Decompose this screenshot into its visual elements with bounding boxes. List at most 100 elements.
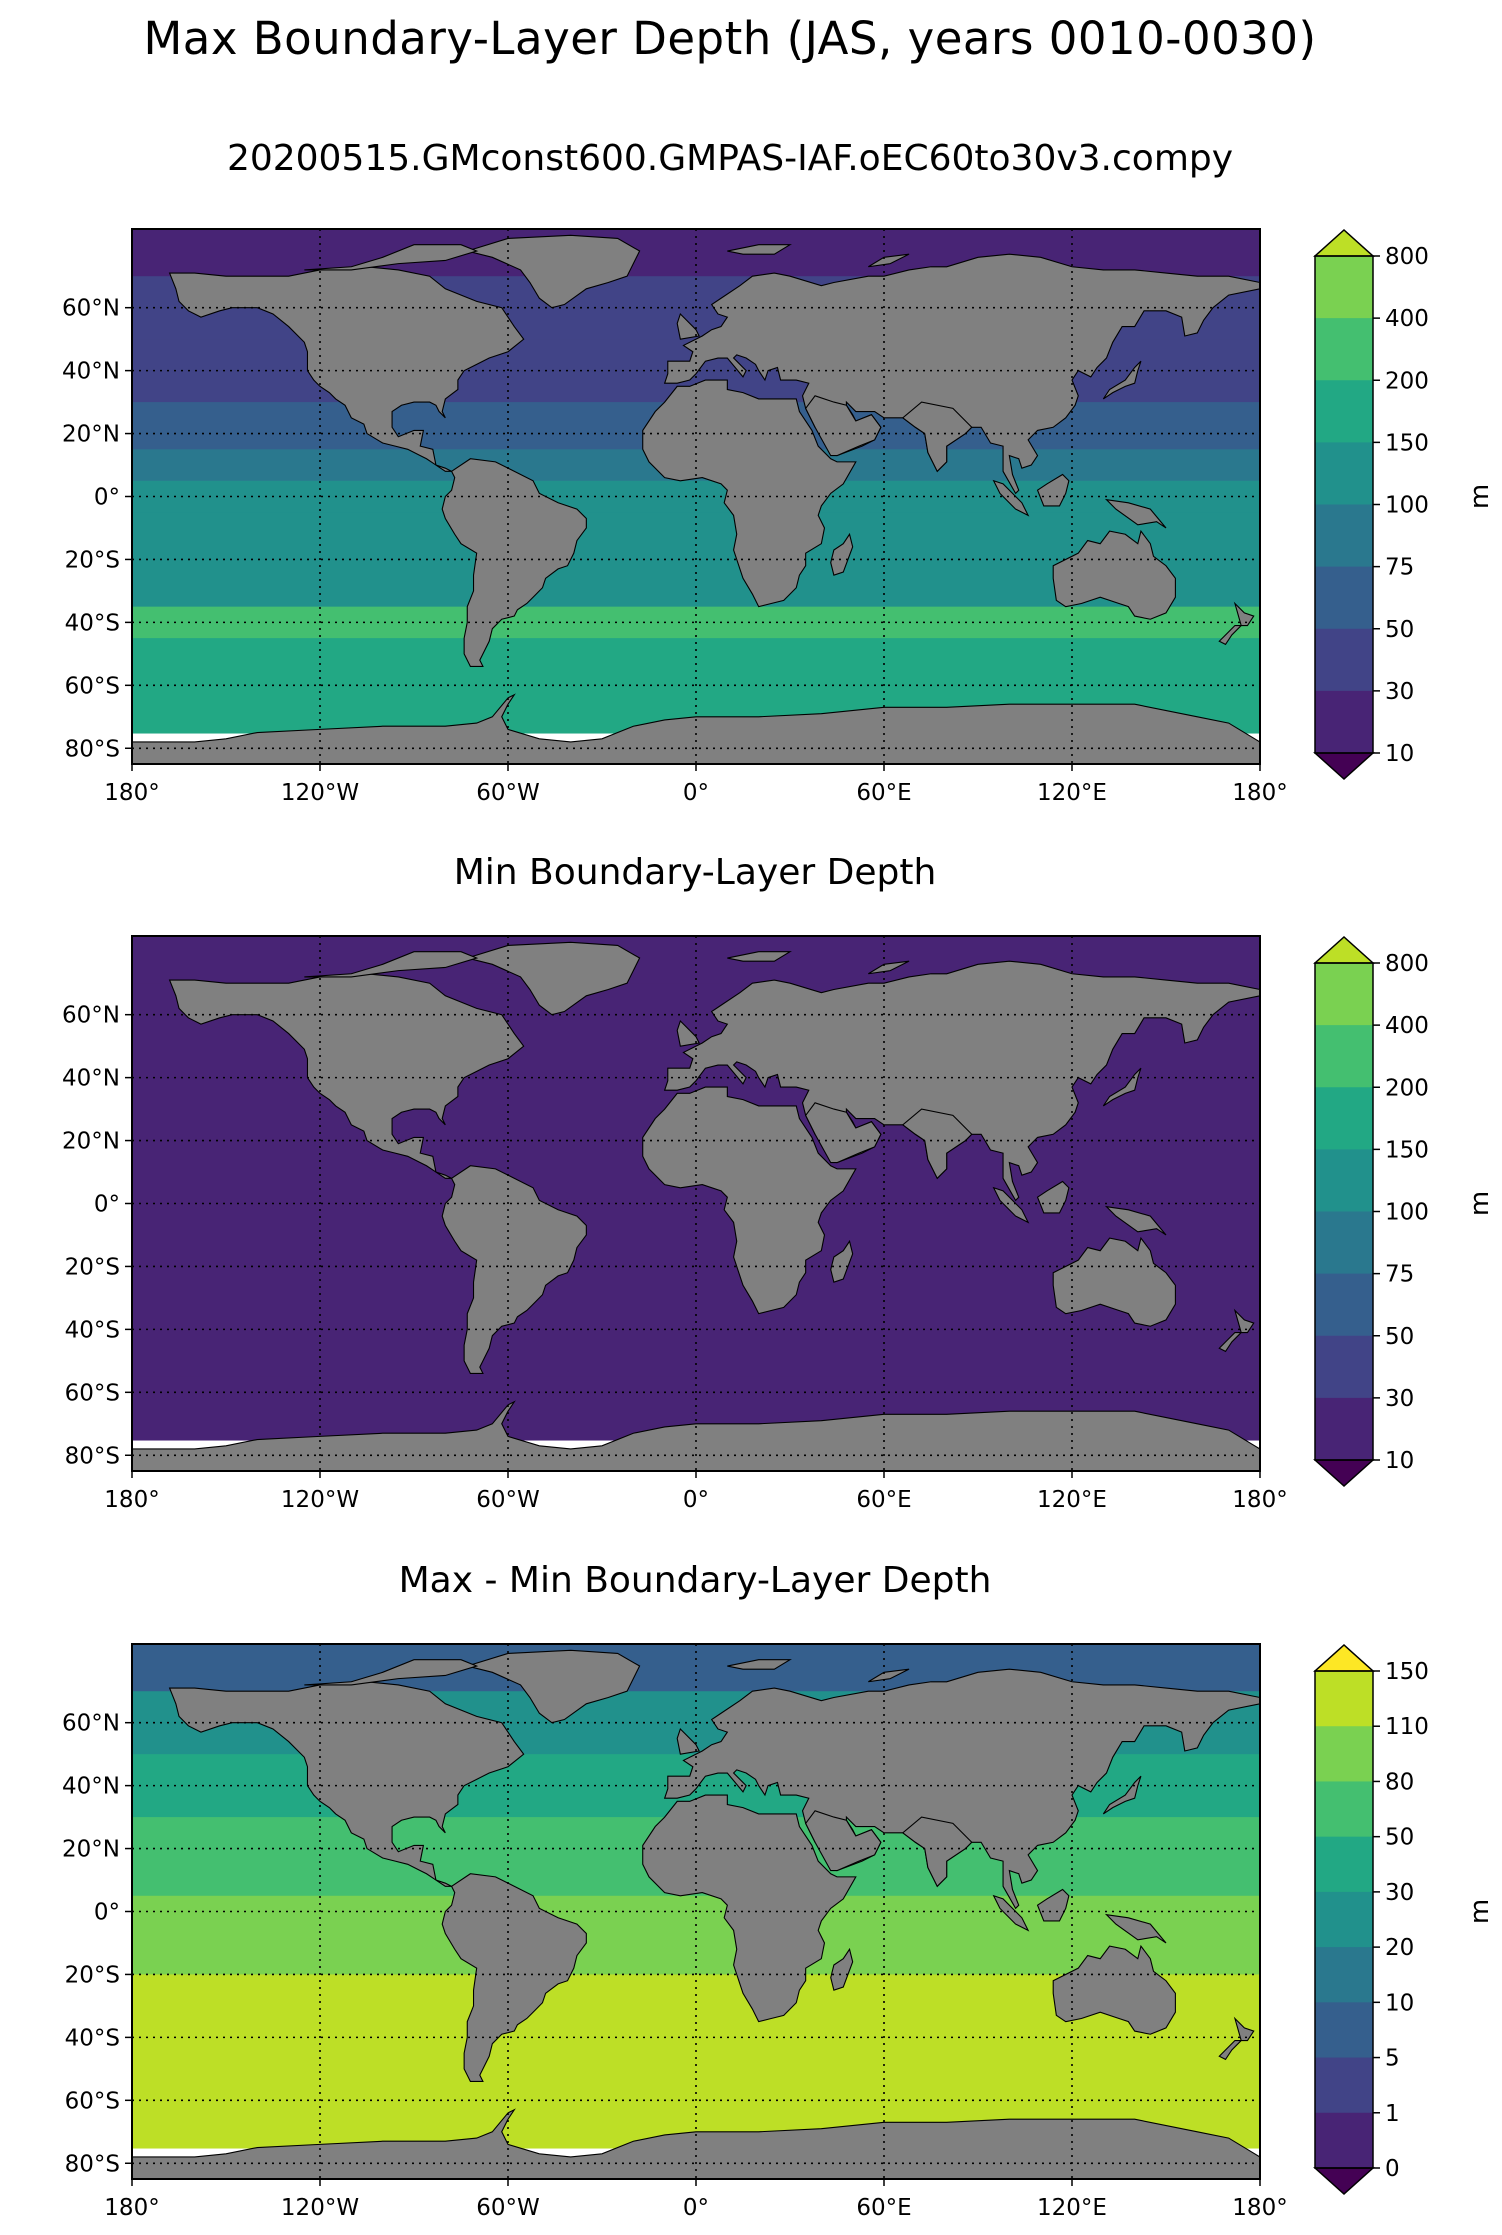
y-tick-label: 80°S (65, 2151, 120, 2177)
y-tick-label: 40°N (62, 1066, 120, 1092)
panel-title-min: Min Boundary-Layer Depth (453, 852, 937, 893)
colorbar-segment (1315, 442, 1373, 505)
colorbar-segment (1315, 318, 1373, 381)
colorbar-segment (1315, 1836, 1373, 1893)
y-tick-label: 20°S (65, 1254, 120, 1280)
colorbar-segment (1315, 1891, 1373, 1948)
y-tick-label: 40°S (65, 1317, 120, 1343)
colorbar-tick-label: 800 (1385, 951, 1429, 977)
colorbar-tick-label: 10 (1385, 1990, 1414, 2016)
colorbar-tick-label: 75 (1385, 1262, 1414, 1288)
colorbar-segment (1315, 1947, 1373, 2003)
colorbar-segment (1315, 1671, 1373, 1727)
x-tick-label: 180° (1232, 2195, 1287, 2221)
y-tick-label: 60°N (62, 1003, 120, 1029)
colorbar-tick-label: 10 (1385, 741, 1414, 767)
panel-title-diff: Max - Min Boundary-Layer Depth (398, 1560, 992, 1601)
x-tick-label: 120°E (1037, 1487, 1107, 1513)
colorbar-segment (1315, 963, 1373, 1026)
colorbar-extend-min (1313, 2167, 1375, 2196)
y-tick-label: 40°S (65, 2025, 120, 2051)
y-tick-label: 60°S (65, 673, 120, 699)
colorbar-tick-label: 800 (1385, 244, 1429, 270)
colorbar-tick-label: 100 (1385, 493, 1429, 519)
colorbar-segment (1315, 504, 1373, 568)
x-tick-label: 120°E (1037, 780, 1107, 806)
x-tick-label: 60°E (856, 1487, 911, 1513)
x-tick-label: 120°W (281, 2195, 359, 2221)
colorbar-segment (1315, 566, 1373, 630)
x-tick-label: 120°W (281, 780, 359, 806)
x-tick-label: 180° (104, 2195, 159, 2221)
y-tick-label: 0° (94, 1192, 120, 1218)
colorbar-segment (1315, 1726, 1373, 1782)
colorbar-segment (1315, 1273, 1373, 1337)
colorbar-tick-label: 50 (1385, 1324, 1414, 1350)
colorbar-extend-max (1313, 228, 1375, 257)
colorbar-segment (1315, 1025, 1373, 1088)
colorbar-segment (1315, 1087, 1373, 1150)
map-panel-min: 180° 120°W 60°W 0° 60°E 120°E 180° 60°N 40°N 20°N… (62, 935, 1495, 1513)
x-tick-label: 120°W (281, 1487, 359, 1513)
x-tick-label: 0° (683, 1487, 709, 1513)
y-tick-label: 20°S (65, 1962, 120, 1988)
colorbar-tick-label: 400 (1385, 306, 1429, 332)
colorbar-tick-label: 400 (1385, 1013, 1429, 1039)
map-panel-max: 180° 120°W 60°W 0° 60°E 120°E 180° 60°N 40°N 20°N… (62, 228, 1495, 806)
colorbar-tick-label: 50 (1385, 617, 1414, 643)
colorbar-segment (1315, 2057, 1373, 2114)
colorbar-segment (1315, 256, 1373, 319)
colorbar-tick-label: 200 (1385, 1075, 1429, 1101)
colorbar-extend-max (1313, 1643, 1375, 1672)
y-tick-label: 40°N (62, 359, 120, 385)
colorbar-tick-label: 5 (1385, 2046, 1400, 2072)
colorbar-extend-min (1313, 1459, 1375, 1488)
colorbar-segment (1315, 1211, 1373, 1275)
colorbar-tick-label: 0 (1385, 2156, 1400, 2182)
run-name: 20200515.GMconst600.GMPAS-IAF.oEC60to30v… (226, 138, 1234, 179)
colorbar-segment (1315, 2112, 1373, 2169)
colorbar-tick-label: 150 (1385, 1137, 1429, 1163)
colorbar-segment (1315, 628, 1373, 692)
y-tick-label: 60°N (62, 1711, 120, 1737)
colorbar-tick-label: 30 (1385, 1880, 1414, 1906)
colorbar-extend-max (1313, 935, 1375, 964)
y-tick-label: 40°N (62, 1774, 120, 1800)
colorbar-segment (1315, 1149, 1373, 1212)
x-tick-label: 120°E (1037, 2195, 1107, 2221)
y-tick-label: 40°S (65, 610, 120, 636)
x-tick-label: 180° (104, 780, 159, 806)
colorbar-tick-label: 75 (1385, 555, 1414, 581)
colorbar-tick-label: 30 (1385, 1386, 1414, 1412)
colorbar-tick-label: 150 (1385, 1659, 1429, 1685)
map-panel-diff: 180° 120°W 60°W 0° 60°E 120°E 180° 60°N 40°N 20°N… (62, 1643, 1495, 2221)
colorbar-segment (1315, 690, 1373, 754)
colorbar-unit-label: m (1465, 1899, 1495, 1924)
y-tick-label: 20°S (65, 547, 120, 573)
x-tick-label: 60°W (476, 1487, 540, 1513)
colorbar-unit-label: m (1465, 1191, 1495, 1216)
x-tick-label: 180° (104, 1487, 159, 1513)
colorbar-tick-label: 100 (1385, 1200, 1429, 1226)
colorbar-segment (1315, 380, 1373, 443)
y-tick-label: 0° (94, 1900, 120, 1926)
x-tick-label: 180° (1232, 1487, 1287, 1513)
x-tick-label: 60°E (856, 780, 911, 806)
colorbar-segment (1315, 1397, 1373, 1461)
colorbar-segment (1315, 1335, 1373, 1399)
colorbar-unit-label: m (1465, 484, 1495, 509)
field-band (132, 638, 1260, 687)
field-band (132, 1313, 1260, 1378)
colorbar-segment (1315, 2002, 1373, 2059)
y-tick-label: 0° (94, 485, 120, 511)
x-tick-label: 0° (683, 2195, 709, 2221)
x-tick-label: 180° (1232, 780, 1287, 806)
colorbar-tick-label: 80 (1385, 1769, 1414, 1795)
y-tick-label: 60°N (62, 296, 120, 322)
colorbar-tick-label: 200 (1385, 368, 1429, 394)
y-tick-label: 20°N (62, 1129, 120, 1155)
colorbar-extend-min (1313, 752, 1375, 781)
y-tick-label: 60°S (65, 2088, 120, 2114)
x-tick-label: 60°W (476, 2195, 540, 2221)
